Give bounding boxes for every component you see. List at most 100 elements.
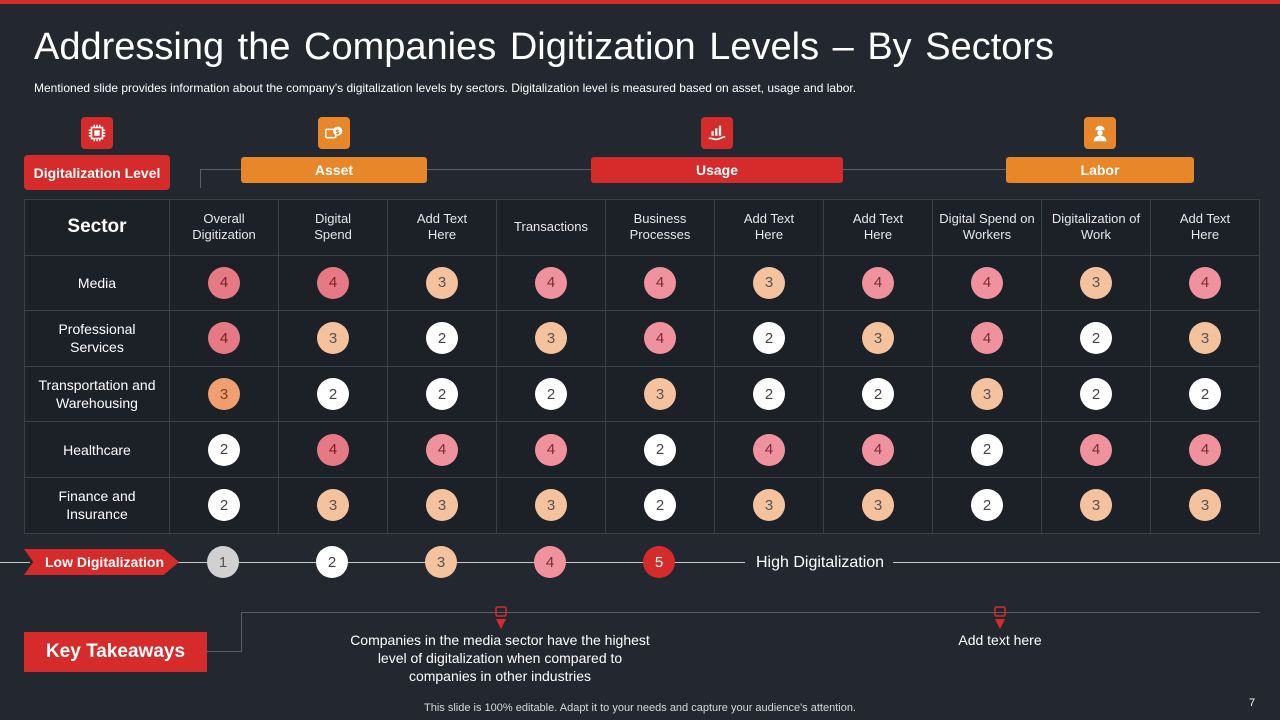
level-badge: 4 (644, 322, 676, 355)
table-cell: 3 (1150, 476, 1260, 534)
sector-header: Sector (24, 199, 170, 256)
footer-note: This slide is 100% editable. Adapt it to… (424, 702, 856, 714)
level-badge: 4 (535, 433, 567, 466)
level-badge: 3 (317, 322, 349, 355)
page-number: 7 (1249, 697, 1256, 709)
level-badge: 2 (317, 378, 349, 411)
scale-level-3: 3 (425, 546, 457, 578)
sector-label: Media (24, 254, 170, 312)
level-badge: 3 (1189, 489, 1221, 522)
table-cell: 3 (496, 476, 606, 534)
scale-level-1: 1 (207, 546, 239, 578)
level-badge: 3 (862, 322, 894, 355)
column-header: Digitalization of Work (1041, 199, 1151, 256)
level-badge: 4 (208, 266, 240, 299)
table-cell: 4 (278, 421, 388, 478)
column-header: Add Text Here (1150, 199, 1260, 256)
level-badge: 2 (971, 489, 1003, 522)
level-badge: 3 (317, 489, 349, 522)
level-badge: 2 (208, 489, 240, 522)
sector-label: Professional Services (24, 310, 170, 367)
chip-icon (81, 117, 113, 149)
table-cell: 2 (387, 310, 497, 367)
level-badge: 4 (971, 322, 1003, 355)
level-badge: 4 (862, 266, 894, 299)
table-cell: 2 (278, 365, 388, 423)
level-badge: 3 (644, 378, 676, 411)
level-badge: 4 (1080, 433, 1112, 466)
usage-category: Usage (591, 157, 843, 183)
level-badge: 4 (317, 433, 349, 466)
table-cell: 2 (605, 476, 715, 534)
table-cell: 3 (714, 476, 824, 534)
table-cell: 2 (169, 476, 279, 534)
table-cell: 3 (496, 310, 606, 367)
table-cell: 2 (1150, 365, 1260, 423)
level-badge: 2 (753, 322, 785, 355)
key-takeaways-label: Key Takeaways (24, 632, 207, 672)
table-cell: 4 (387, 421, 497, 478)
table-cell: 4 (823, 254, 933, 312)
level-badge: 4 (862, 433, 894, 466)
level-badge: 4 (317, 266, 349, 299)
column-header: Overall Digitization (169, 199, 279, 256)
level-badge: 2 (644, 433, 676, 466)
level-badge: 4 (1189, 433, 1221, 466)
table-cell: 2 (932, 421, 1042, 478)
money-icon: $ (318, 117, 350, 149)
svg-text:$: $ (335, 128, 340, 136)
table-cell: 3 (387, 254, 497, 312)
table-cell: 2 (169, 421, 279, 478)
sector-label: Finance and Insurance (24, 476, 170, 534)
slide-subtitle: Mentioned slide provides information abo… (34, 81, 857, 95)
level-badge: 4 (753, 433, 785, 466)
column-header: Transactions (496, 199, 606, 256)
table-row: Media 4 4 3 4 4 3 4 4 3 4 (24, 254, 1260, 312)
scale-level-2: 2 (316, 546, 348, 578)
level-badge: 4 (971, 266, 1003, 299)
table-cell: 4 (496, 421, 606, 478)
table-header-row: Sector Overall Digitization Digital Spen… (24, 199, 1260, 256)
table-cell: 4 (932, 254, 1042, 312)
table-cell: 2 (714, 365, 824, 423)
table-cell: 4 (278, 254, 388, 312)
table-cell: 2 (387, 365, 497, 423)
level-badge: 2 (208, 433, 240, 466)
table-cell: 4 (1041, 421, 1151, 478)
takeaway-divider (242, 612, 1260, 613)
level-badge: 2 (1080, 378, 1112, 411)
chart-hand-icon (701, 117, 733, 149)
level-badge: 2 (1189, 378, 1221, 411)
column-header: Add Text Here (714, 199, 824, 256)
table-cell: 3 (278, 310, 388, 367)
low-digitalization-label: Low Digitalization (24, 549, 179, 575)
table-cell: 4 (1150, 254, 1260, 312)
column-header: Digital Spend (278, 199, 388, 256)
top-accent-bar (0, 0, 1280, 4)
connector-line (842, 169, 1007, 170)
table-cell: 4 (932, 310, 1042, 367)
table-row: Finance and Insurance 2 3 3 3 2 3 3 2 3 3 (24, 476, 1260, 534)
level-badge: 4 (426, 433, 458, 466)
table-cell: 2 (496, 365, 606, 423)
level-badge: 3 (862, 489, 894, 522)
level-badge: 2 (535, 378, 567, 411)
table-cell: 4 (169, 254, 279, 312)
scale-level-4: 4 (534, 546, 566, 578)
takeaway-connector (207, 651, 242, 652)
column-header: Add Text Here (387, 199, 497, 256)
digitization-table: Sector Overall Digitization Digital Spen… (24, 199, 1260, 534)
level-badge: 3 (426, 266, 458, 299)
table-cell: 3 (823, 476, 933, 534)
slide-title: Addressing the Companies Digitization Le… (34, 26, 1055, 68)
worker-icon (1084, 117, 1116, 149)
level-badge: 2 (1080, 322, 1112, 355)
table-cell: 2 (932, 476, 1042, 534)
level-badge: 2 (753, 378, 785, 411)
level-badge: 3 (535, 322, 567, 355)
table-cell: 4 (714, 421, 824, 478)
high-digitalization-label: High Digitalization (756, 554, 885, 571)
sector-label: Healthcare (24, 421, 170, 478)
column-header: Digital Spend on Workers (932, 199, 1042, 256)
level-badge: 2 (426, 378, 458, 411)
